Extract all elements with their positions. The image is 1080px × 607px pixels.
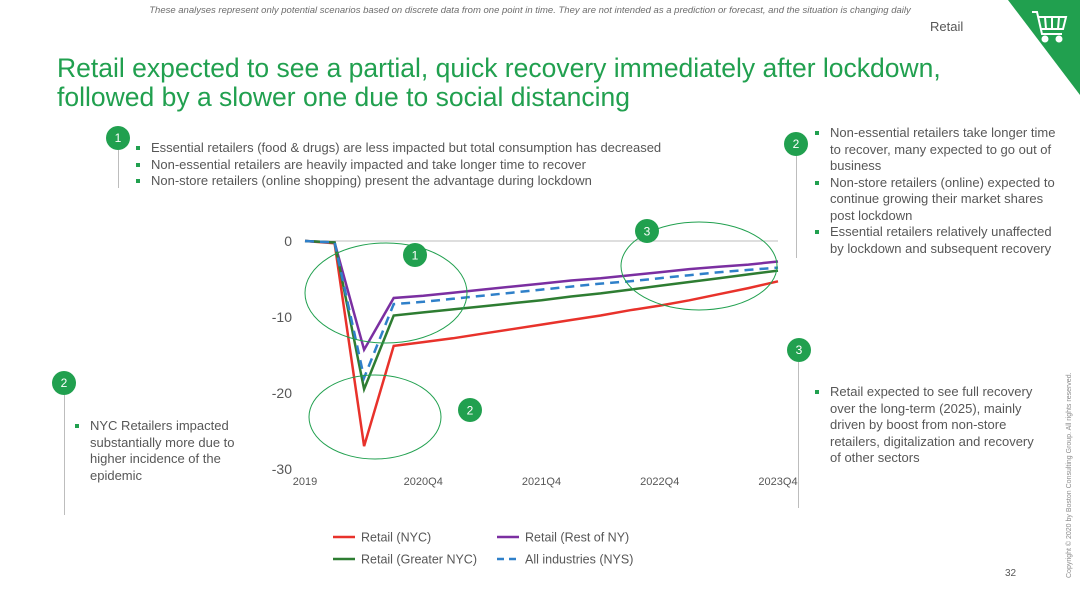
callout-badge-2-left: 2	[52, 371, 76, 395]
callout-2-right-bullet: Essential retailers relatively unaffecte…	[813, 224, 1063, 257]
x-tick-label: 2020Q4	[404, 476, 443, 488]
chart-series-lines	[304, 239, 779, 447]
x-tick-label: 2023Q4	[758, 476, 797, 488]
copyright-notice: Copyright © 2020 by Boston Consulting Gr…	[1066, 372, 1073, 578]
y-tick-label: 0	[284, 233, 292, 249]
chart-badge-1-label: 1	[412, 249, 419, 263]
callout-badge-3: 3	[787, 338, 811, 362]
callout-divider-3	[798, 362, 799, 508]
callout-divider-2-right	[796, 156, 797, 258]
legend-label: All industries (NYS)	[525, 553, 633, 567]
callout-2-right-bullet: Non-essential retailers take longer time…	[813, 125, 1063, 175]
series-line-2	[304, 239, 779, 353]
series-line-4	[304, 239, 779, 383]
section-label: Retail	[930, 19, 964, 34]
series-line-3	[304, 239, 779, 394]
legend-label: Retail (NYC)	[361, 531, 431, 545]
callout-divider-1	[118, 150, 119, 188]
x-tick-label: 2022Q4	[640, 476, 679, 488]
y-tick-label: -30	[272, 461, 292, 477]
callout-1-bullet: Non-store retailers (online shopping) pr…	[134, 173, 774, 190]
corner-banner	[1008, 0, 1080, 95]
shopping-cart-icon	[1032, 11, 1068, 43]
x-tick-label: 2019	[293, 476, 317, 488]
page-number: 32	[1005, 568, 1017, 579]
series-line-1	[304, 239, 779, 447]
chart-badge-3: 3	[635, 219, 659, 243]
title-line-1: Retail expected to see a partial, quick …	[57, 53, 941, 83]
callout-2-left-bullet: NYC Retailers impacted substantially mor…	[73, 418, 248, 484]
callout-1-bullet: Essential retailers (food & drugs) are l…	[134, 140, 774, 157]
callout-1-bullet: Non-essential retailers are heavily impa…	[134, 157, 774, 174]
callout-3-bullet: Retail expected to see full recovery ove…	[813, 384, 1043, 467]
chart-annotations: 1 2 3	[304, 219, 778, 460]
legend-label: Retail (Rest of NY)	[525, 531, 629, 545]
annotation-ellipse-2	[308, 374, 442, 460]
callout-2-right-list: Non-essential retailers take longer time…	[813, 125, 1063, 257]
page-title: Retail expected to see a partial, quick …	[57, 54, 1057, 112]
callout-badge-1: 1	[106, 126, 130, 150]
legend-label: Retail (Greater NYC)	[361, 553, 477, 567]
chart-badge-3-label: 3	[644, 225, 651, 239]
annotation-ellipse-1	[304, 242, 468, 344]
title-line-2: followed by a slower one due to social d…	[57, 82, 631, 112]
chart-badge-2-label: 2	[467, 404, 474, 418]
chart-legend: Retail (NYC) Retail (Rest of NY) Retail (G…	[333, 531, 633, 567]
callout-3-list: Retail expected to see full recovery ove…	[813, 384, 1043, 467]
disclaimer: These analyses represent only potential …	[149, 5, 911, 16]
callout-divider-2-left	[64, 395, 65, 515]
callout-2-right-bullet: Non-store retailers (online) expected to…	[813, 175, 1063, 225]
chart-badge-2: 2	[458, 398, 482, 422]
y-tick-label: -20	[272, 385, 292, 401]
x-tick-label: 2021Q4	[522, 476, 561, 488]
callout-2-left-list: NYC Retailers impacted substantially mor…	[73, 418, 248, 484]
y-tick-label: -10	[272, 309, 292, 325]
callout-1-list: Essential retailers (food & drugs) are l…	[134, 140, 774, 190]
annotation-ellipse-3	[620, 221, 778, 311]
callout-badge-2-right: 2	[784, 132, 808, 156]
chart-badge-1: 1	[403, 243, 427, 267]
